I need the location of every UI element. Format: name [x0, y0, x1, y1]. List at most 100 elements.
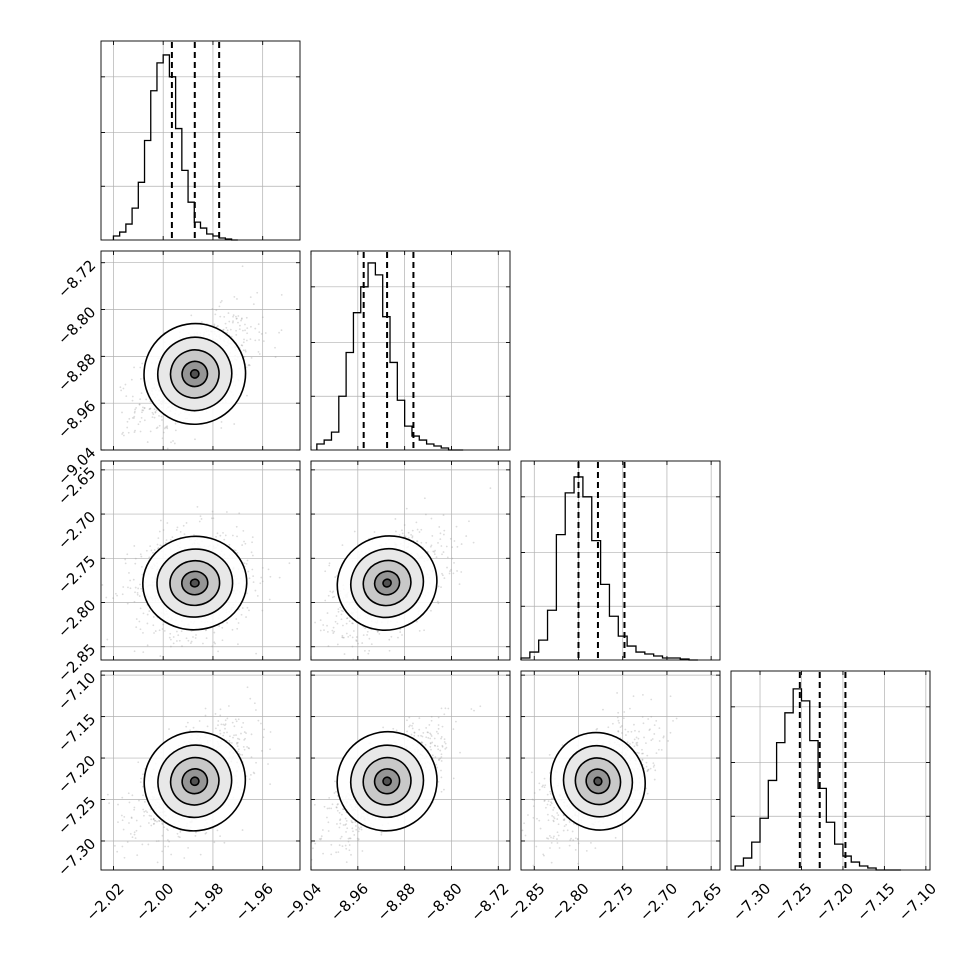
sample-point	[411, 724, 413, 727]
sample-point	[440, 737, 442, 740]
sample-point	[585, 849, 588, 852]
sample-point	[456, 545, 459, 548]
sample-point	[140, 587, 143, 590]
sample-point	[269, 748, 271, 751]
sample-point	[351, 622, 354, 625]
sample-point	[552, 816, 555, 818]
sample-point	[126, 602, 129, 605]
sample-point	[543, 854, 545, 857]
sample-point	[135, 819, 138, 822]
sample-point	[168, 840, 171, 843]
sample-point	[420, 734, 422, 737]
sample-point	[329, 590, 332, 593]
sample-point	[569, 839, 572, 841]
sample-point	[144, 800, 146, 803]
sample-point	[252, 581, 255, 583]
sample-point	[155, 409, 158, 412]
sample-point	[142, 794, 144, 797]
sample-point	[154, 819, 157, 822]
sample-point	[357, 826, 360, 829]
sample-point	[439, 538, 442, 541]
sample-point	[213, 631, 216, 634]
sample-point	[336, 622, 339, 625]
sample-point	[244, 349, 247, 352]
sample-point	[250, 551, 253, 554]
sample-point	[340, 618, 343, 621]
sample-point	[343, 653, 346, 655]
sample-point	[431, 741, 434, 744]
sample-point	[443, 788, 445, 791]
sample-point	[437, 602, 440, 605]
sample-point	[283, 883, 285, 885]
sample-point	[232, 314, 235, 317]
sample-point	[430, 609, 432, 612]
sample-point	[120, 814, 123, 817]
panel-frame	[100, 40, 301, 241]
sample-point	[108, 802, 111, 805]
sample-point	[250, 356, 253, 359]
sample-point	[250, 325, 252, 328]
sample-point	[244, 542, 247, 545]
sample-point	[368, 637, 371, 640]
sample-point	[401, 532, 404, 535]
sample-point	[435, 556, 438, 559]
sample-point	[436, 600, 439, 603]
sample-point	[228, 320, 231, 323]
sample-point	[336, 803, 339, 806]
sample-point	[214, 642, 217, 645]
sample-point	[240, 319, 242, 322]
sample-point	[390, 635, 393, 638]
sample-point	[212, 517, 215, 520]
sample-point	[159, 544, 162, 547]
sample-point	[204, 714, 207, 717]
sample-point	[444, 707, 447, 710]
sample-point	[443, 741, 446, 743]
sample-point	[149, 545, 152, 548]
sample-point	[200, 518, 203, 520]
sample-point	[380, 833, 383, 836]
sample-point	[443, 529, 446, 532]
sample-point	[232, 320, 234, 323]
sample-point	[158, 820, 161, 822]
contour-3	[180, 570, 209, 596]
sample-point	[244, 350, 247, 353]
sample-point	[224, 719, 227, 722]
sample-point	[633, 745, 636, 748]
sample-point	[362, 634, 365, 637]
sample-point	[236, 741, 239, 744]
sample-point	[161, 628, 164, 630]
sample-point	[253, 702, 256, 705]
sample-point	[245, 732, 247, 735]
sample-point	[236, 627, 239, 630]
sample-point	[195, 634, 197, 636]
sample-point	[150, 549, 153, 552]
sample-point	[237, 315, 240, 317]
sample-point	[355, 640, 358, 642]
sample-point	[319, 838, 322, 841]
panel-frame	[100, 460, 301, 661]
sample-point	[149, 497, 151, 499]
sample-point	[124, 562, 127, 565]
sample-point	[199, 853, 202, 856]
sample-point	[154, 411, 157, 414]
sample-point	[368, 649, 371, 652]
sample-point	[174, 422, 177, 425]
sample-point	[438, 526, 441, 528]
panel-body	[311, 487, 492, 660]
sample-point	[253, 772, 256, 775]
sample-point	[473, 709, 475, 712]
sample-point	[146, 811, 149, 814]
sample-point	[443, 577, 446, 580]
sample-point	[452, 728, 455, 731]
sample-point	[176, 526, 179, 529]
sample-point	[137, 423, 140, 426]
sample-point	[443, 713, 446, 716]
sample-point	[364, 627, 367, 630]
contour-4	[382, 776, 392, 787]
sample-point	[211, 645, 214, 648]
sample-point	[237, 737, 239, 740]
sample-point	[99, 646, 101, 648]
sample-point	[243, 731, 246, 733]
sample-point	[327, 645, 330, 648]
sample-point	[450, 568, 452, 571]
